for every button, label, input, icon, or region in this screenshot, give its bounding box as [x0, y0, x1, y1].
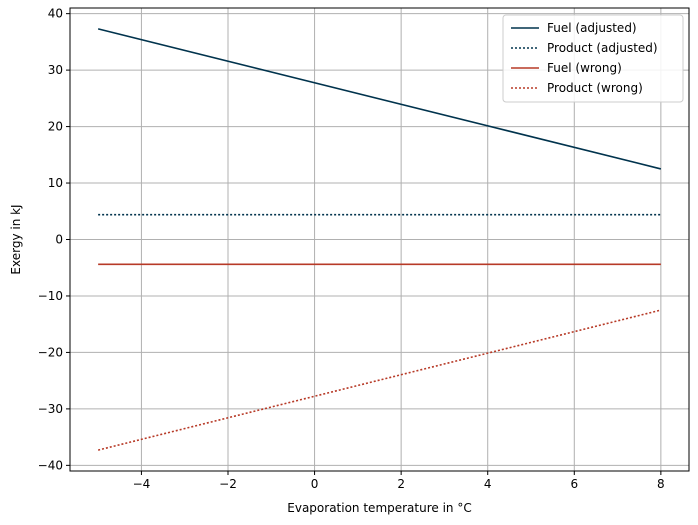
x-axis-label: Evaporation temperature in °C: [287, 501, 471, 515]
y-tick-label: −40: [38, 458, 63, 472]
x-tick-label: 2: [397, 477, 405, 491]
legend-box: [502, 14, 684, 103]
y-tick-label: 20: [48, 120, 63, 134]
x-tick-label: 8: [657, 477, 665, 491]
y-tick-label: 0: [55, 233, 63, 247]
grid-lines: [70, 8, 689, 471]
y-tick-label: −10: [38, 289, 63, 303]
legend-label: Fuel (wrong): [547, 61, 622, 75]
x-tick-label: 6: [570, 477, 578, 491]
series-line-4: [97, 309, 662, 451]
x-tick-label: −4: [133, 477, 151, 491]
y-tick-label: 40: [48, 7, 63, 21]
x-tick-label: 0: [311, 477, 319, 491]
y-tick-label: 10: [48, 176, 63, 190]
legend-label: Product (wrong): [547, 81, 643, 95]
y-axis-label: Exergy in kJ: [9, 204, 23, 274]
series-lines: [97, 28, 662, 451]
y-tick-label: −20: [38, 345, 63, 359]
legend: Fuel (adjusted) Product (adjusted) Fuel (w…: [502, 14, 684, 103]
y-tick-label: 30: [48, 63, 63, 77]
x-tick-label: 4: [484, 477, 492, 491]
legend-label: Fuel (adjusted): [547, 21, 637, 35]
series-line-1: [97, 28, 662, 170]
legend-label: Product (adjusted): [547, 41, 658, 55]
x-tick-label: −2: [219, 477, 237, 491]
y-tick-label: −30: [38, 402, 63, 416]
